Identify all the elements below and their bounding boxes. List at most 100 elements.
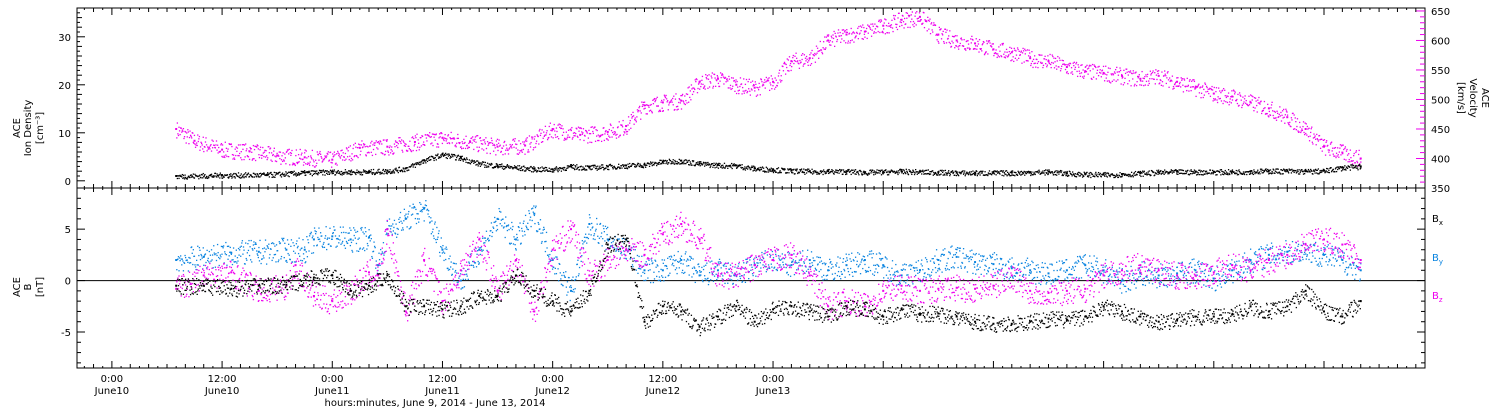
velocity-dot	[348, 147, 349, 148]
density-dot	[1153, 171, 1154, 172]
density-dot	[1232, 169, 1233, 170]
velocity-dot	[480, 140, 481, 141]
density-dot	[1301, 169, 1302, 170]
velocity-dot	[916, 24, 917, 25]
By-dot	[219, 265, 220, 266]
velocity-dot	[462, 143, 463, 144]
velocity-dot	[1329, 155, 1330, 156]
velocity-dot	[281, 159, 282, 160]
By-point	[1360, 269, 1362, 271]
density-dot	[848, 169, 849, 170]
velocity-dot	[872, 23, 873, 24]
velocity-dot	[1349, 161, 1350, 162]
density-dot	[771, 168, 772, 169]
density-dot	[383, 173, 384, 174]
velocity-dot	[473, 149, 474, 150]
velocity-dot	[235, 149, 236, 150]
velocity-dot	[1117, 71, 1118, 72]
density-dot	[220, 172, 221, 173]
velocity-dot	[626, 134, 627, 135]
velocity-dot	[822, 53, 823, 54]
velocity-dot	[683, 101, 684, 102]
density-dot	[1353, 165, 1354, 166]
velocity-dot	[375, 154, 376, 155]
velocity-dot	[711, 75, 712, 76]
velocity-dot	[1136, 81, 1137, 82]
density-dot	[956, 171, 957, 172]
velocity-dot	[960, 43, 961, 44]
velocity-dot	[1213, 100, 1214, 101]
velocity-dot	[849, 33, 850, 34]
density-dot	[1268, 171, 1269, 172]
density-dot	[1336, 171, 1337, 172]
velocity-dot	[777, 82, 778, 83]
density-dot	[303, 172, 304, 173]
velocity-dot	[390, 152, 391, 153]
velocity-dot	[815, 62, 816, 63]
velocity-dot	[1349, 159, 1350, 160]
velocity-dot	[237, 147, 238, 148]
density-dot	[465, 159, 466, 160]
By-dot	[266, 263, 267, 264]
velocity-dot	[397, 142, 398, 143]
velocity-dot	[727, 80, 728, 81]
velocity-tick-label: 500	[1431, 95, 1450, 106]
By-point	[533, 213, 535, 215]
velocity-dot	[1164, 70, 1165, 71]
density-dot	[867, 175, 868, 176]
density-dot	[1109, 176, 1110, 177]
velocity-axis-label-1: ACE	[1479, 88, 1490, 108]
By-dot	[254, 248, 255, 249]
density-dot	[717, 165, 718, 166]
velocity-dot	[816, 53, 817, 54]
velocity-dot	[623, 134, 624, 135]
density-dot	[1039, 171, 1040, 172]
velocity-axis-label-3: [km/s]	[1455, 82, 1466, 114]
By-dot	[216, 255, 217, 256]
density-dot	[719, 163, 720, 164]
density-dot	[700, 161, 701, 162]
density-dot	[712, 167, 713, 168]
velocity-dot	[878, 21, 879, 22]
velocity-dot	[862, 24, 863, 25]
velocity-dot	[1105, 74, 1106, 75]
velocity-dot	[903, 27, 904, 28]
velocity-dot	[650, 110, 651, 111]
velocity-dot	[345, 153, 346, 154]
velocity-dot	[192, 133, 193, 134]
density-dot	[799, 172, 800, 173]
velocity-dot	[1168, 87, 1169, 88]
velocity-dot	[578, 131, 579, 132]
density-dot	[618, 164, 619, 165]
velocity-dot	[952, 42, 953, 43]
velocity-dot	[495, 154, 496, 155]
velocity-dot	[190, 136, 191, 137]
density-dot	[752, 167, 753, 168]
velocity-dot	[307, 164, 308, 165]
density-dot	[1007, 172, 1008, 173]
By-dot	[359, 237, 360, 238]
velocity-dot	[1102, 70, 1103, 71]
velocity-dot	[1104, 80, 1105, 81]
velocity-dot	[658, 105, 659, 106]
density-dot	[602, 164, 603, 165]
velocity-dot	[1302, 130, 1303, 131]
density-dot	[1030, 175, 1031, 176]
velocity-dot	[271, 161, 272, 162]
By-dot	[365, 231, 366, 232]
By-dot	[320, 232, 321, 233]
density-dot	[689, 164, 690, 165]
velocity-dot	[418, 143, 419, 144]
density-dot	[918, 172, 919, 173]
density-dot	[1270, 169, 1271, 170]
density-dot	[714, 167, 715, 168]
density-dot	[1360, 167, 1361, 168]
velocity-dot	[419, 149, 420, 150]
By-dot	[268, 248, 269, 249]
velocity-dot	[887, 25, 888, 26]
density-dot	[451, 157, 452, 158]
density-dot	[965, 174, 966, 175]
density-dot	[1073, 173, 1074, 174]
velocity-dot	[1289, 122, 1290, 123]
b-tick-label: -5	[61, 328, 71, 339]
